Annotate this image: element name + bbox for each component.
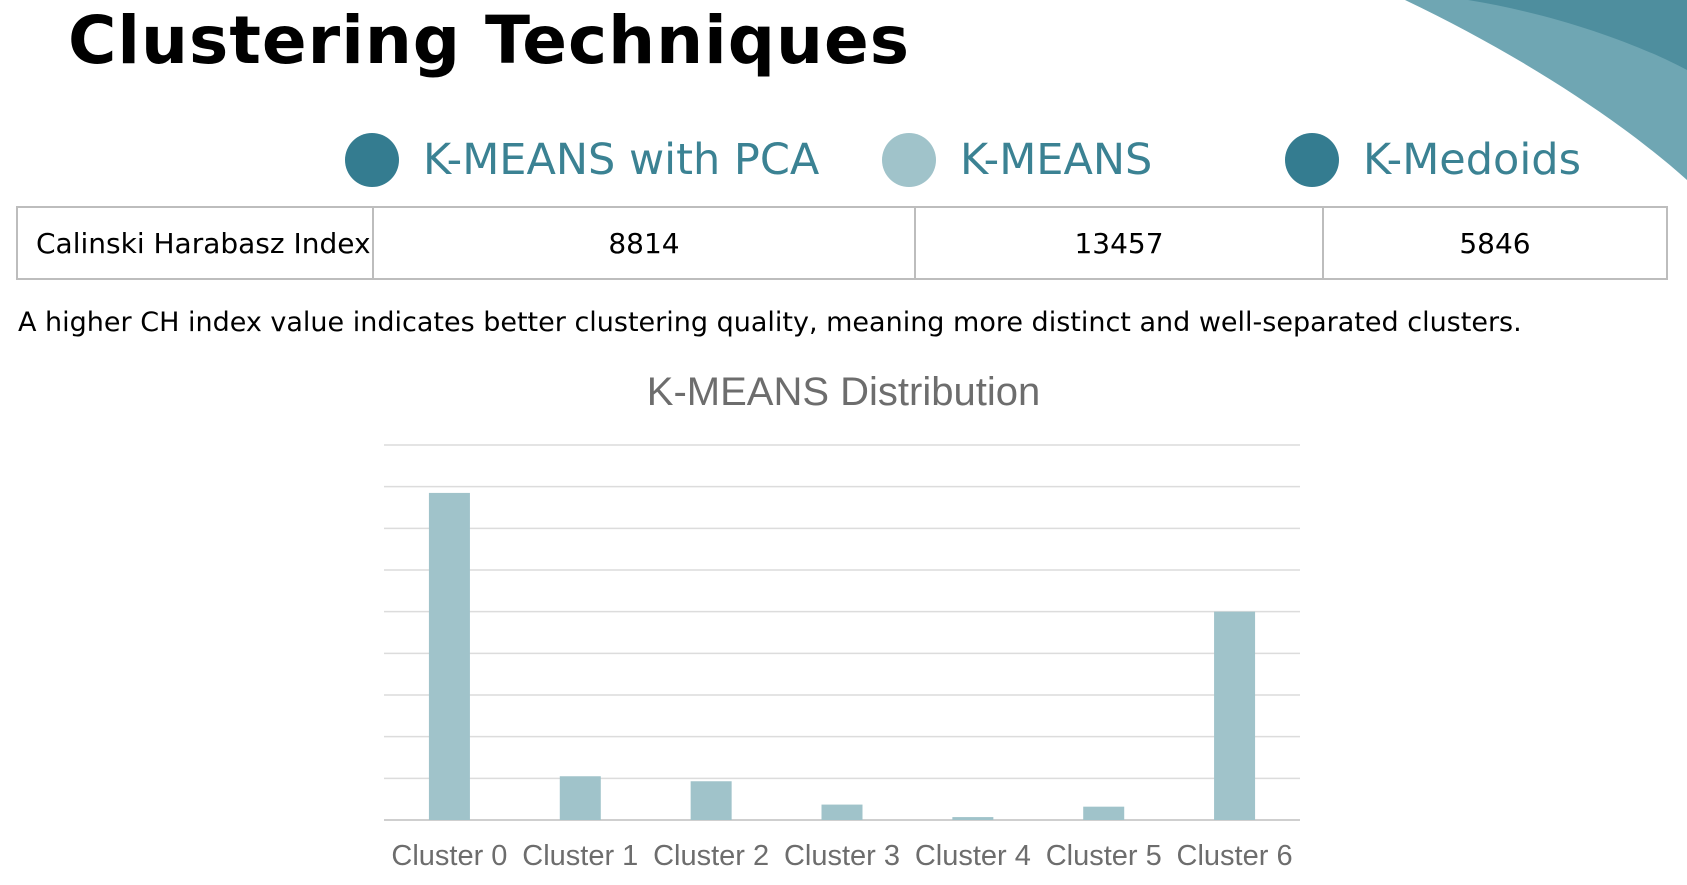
metrics-table: Calinski Harabasz Index 8814 13457 5846 [16, 206, 1668, 280]
corner-wave-dark [1468, 0, 1687, 70]
x-tick-label: Cluster 5 [1046, 840, 1162, 872]
legend-kmedoids: K-Medoids [1285, 133, 1581, 187]
x-tick-label: Cluster 3 [784, 840, 900, 872]
x-tick-label: Cluster 2 [653, 840, 769, 872]
bar-cluster-6 [1214, 611, 1256, 820]
bar-cluster-1 [559, 776, 601, 820]
kmeans-value-cell: 13457 [914, 206, 1324, 280]
bar-cluster-2 [690, 781, 732, 820]
table-row: Calinski Harabasz Index 8814 13457 5846 [16, 206, 1668, 280]
bar-cluster-4 [952, 817, 994, 820]
legend-label: K-MEANS [960, 135, 1153, 185]
metric-name-cell: Calinski Harabasz Index [16, 206, 374, 280]
legend-label: K-MEANS with PCA [423, 135, 820, 185]
legend-kmeans: K-MEANS [882, 133, 1152, 187]
x-tick-label: Cluster 0 [391, 840, 507, 872]
page-title: Clustering Techniques [68, 2, 911, 79]
x-tick-label: Cluster 1 [522, 840, 638, 872]
legend-label: K-Medoids [1363, 135, 1582, 185]
corner-wave-light [1405, 0, 1687, 180]
chart-title: K-MEANS Distribution [646, 370, 1041, 414]
legend-kmeans-pca: K-MEANS with PCA [345, 133, 819, 187]
legend-dot-icon [1285, 133, 1339, 187]
bar-cluster-0 [428, 492, 470, 820]
kmeans-pca-value-cell: 8814 [372, 206, 916, 280]
x-tick-label: Cluster 6 [1177, 840, 1293, 872]
bar-cluster-3 [821, 804, 863, 820]
bar-cluster-5 [1083, 806, 1125, 820]
ch-index-note: A higher CH index value indicates better… [18, 307, 1522, 338]
legend-dot-icon [345, 133, 399, 187]
kmedoids-value-cell: 5846 [1322, 206, 1668, 280]
legend-dot-icon [882, 133, 936, 187]
x-tick-label: Cluster 4 [915, 840, 1031, 872]
